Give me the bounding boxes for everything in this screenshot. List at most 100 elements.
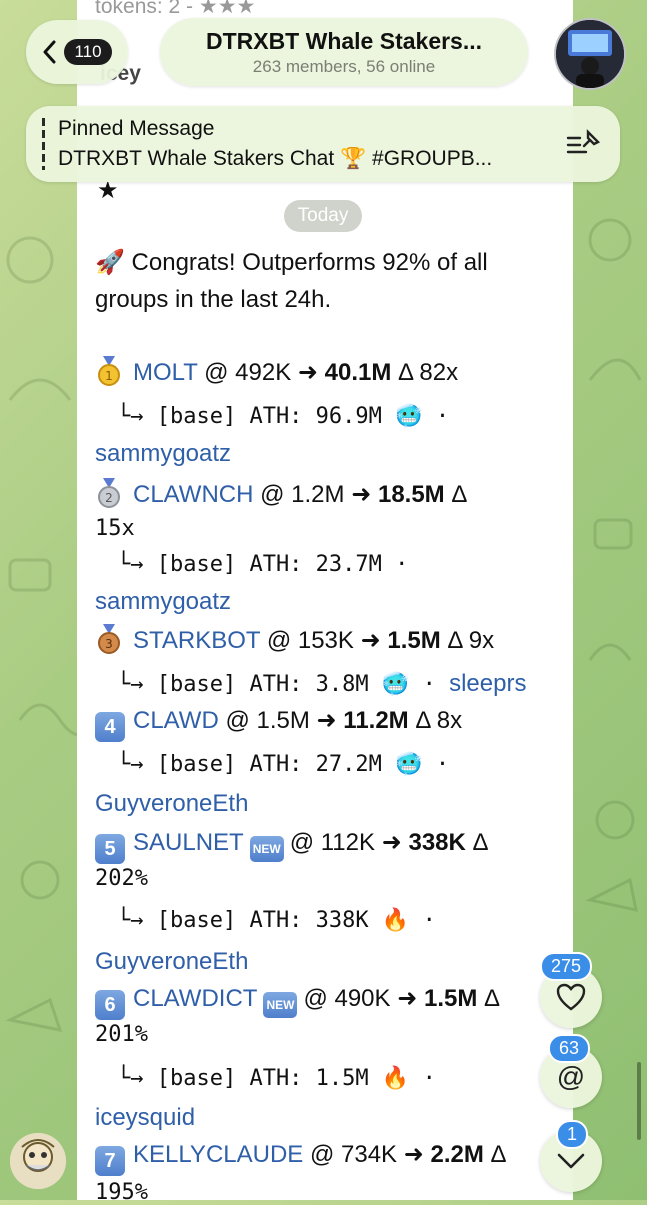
- keycap-6-icon: 6: [95, 990, 125, 1020]
- at-icon: @: [556, 1061, 586, 1092]
- pin-list-icon[interactable]: [566, 128, 602, 160]
- token-link-clawd[interactable]: CLAWD: [133, 707, 219, 734]
- date-chip: Today: [284, 200, 362, 232]
- keycap-5-icon: 5: [95, 834, 125, 864]
- arrow-icon: ➜: [397, 985, 418, 1012]
- entry-1-ath: └→ [base] ATH: 96.9M 🥶 ·: [117, 404, 449, 429]
- entry-2-ath: └→ [base] ATH: 23.7M ·: [117, 552, 408, 577]
- back-chevron-icon: [43, 40, 56, 64]
- group-avatar[interactable]: [554, 18, 626, 90]
- message-bubble: [77, 0, 573, 1200]
- entry-from: @ 734K: [309, 1141, 398, 1168]
- bronze-medal-icon: 3: [98, 624, 120, 654]
- entry-from: @ 1.2M: [260, 481, 345, 508]
- pinned-message-bar[interactable]: Pinned Message DTRXBT Whale Stakers Chat…: [26, 106, 620, 182]
- ath-text: └→ [base] ATH: 96.9M: [117, 404, 382, 429]
- separator-dot: ·: [422, 672, 436, 697]
- group-avatar-image: [556, 20, 624, 88]
- ath-text: └→ [base] ATH: 338K: [117, 908, 369, 933]
- entry-from: @ 153K: [266, 627, 354, 654]
- separator-dot: ·: [395, 552, 409, 577]
- token-link-kellyclaude[interactable]: KELLYCLAUDE: [133, 1141, 304, 1168]
- chat-title-button[interactable]: DTRXBT Whale Stakers... 263 members, 56 …: [160, 18, 528, 86]
- entry-6-delta-wrap: 201%: [95, 1022, 148, 1047]
- separator-dot: ·: [422, 908, 436, 933]
- ath-text: └→ [base] ATH: 1.5M: [117, 1066, 369, 1091]
- entry-4-ath: └→ [base] ATH: 27.2M 🥶 ·: [117, 752, 449, 777]
- user-link-sammygoatz-2[interactable]: sammygoatz: [95, 588, 232, 615]
- heart-icon: [556, 983, 586, 1011]
- user-link-iceysquid[interactable]: iceysquid: [95, 1104, 196, 1131]
- cold-face-emoji: 🥶: [395, 752, 423, 777]
- pinned-indicator: [42, 118, 45, 170]
- new-badge-icon: NEW: [249, 836, 284, 862]
- arrow-icon: ➜: [351, 481, 372, 508]
- entry-delta: Δ: [484, 985, 501, 1012]
- entry-delta: Δ 8x: [415, 707, 463, 734]
- arrow-icon: ➜: [381, 829, 402, 856]
- keycap-7-icon: 7: [95, 1146, 125, 1176]
- ath-text: └→ [base] ATH: 27.2M: [117, 752, 382, 777]
- user-link-sleeprs[interactable]: sleeprs: [449, 670, 527, 697]
- entry-1: 1 MOLT @ 492K ➜ 40.1M Δ 82x: [95, 356, 458, 387]
- fire-emoji: 🔥: [381, 1066, 410, 1091]
- arrow-icon: ➜: [297, 359, 318, 386]
- reactions-count-badge: 275: [540, 952, 593, 981]
- entry-to: 11.2M: [343, 707, 409, 734]
- token-link-molt[interactable]: MOLT: [133, 359, 198, 386]
- mentions-count-badge: 63: [548, 1034, 591, 1063]
- sender-avatar-image: [10, 1133, 66, 1189]
- new-badge-icon: NEW: [263, 992, 298, 1018]
- chat-header: 110 DTRXBT Whale Stakers... 263 members,…: [0, 0, 647, 182]
- entry-5: 5 SAULNET NEW @ 112K ➜ 338K Δ: [95, 828, 489, 864]
- entry-to: 2.2M: [430, 1141, 484, 1168]
- entry-to: 1.5M: [424, 985, 478, 1012]
- arrow-icon: ➜: [360, 627, 381, 654]
- intro-line-2: groups in the last 24h.: [95, 286, 332, 313]
- silver-medal-icon: 2: [98, 478, 120, 508]
- entry-from: @ 112K: [289, 829, 376, 856]
- scroll-down-count-badge: 1: [556, 1120, 589, 1149]
- entry-7: 7 KELLYCLAUDE @ 734K ➜ 2.2M Δ: [95, 1140, 507, 1176]
- scroll-indicator[interactable]: [637, 1062, 641, 1140]
- pinned-title: Pinned Message: [58, 117, 215, 140]
- svg-text:3: 3: [105, 637, 113, 651]
- cold-face-emoji: 🥶: [395, 404, 423, 429]
- entry-2: 2 CLAWNCH @ 1.2M ➜ 18.5M Δ: [95, 478, 467, 509]
- entry-to: 18.5M: [377, 481, 445, 508]
- token-link-saulnet[interactable]: SAULNET: [133, 829, 244, 856]
- entry-from: @ 492K: [204, 359, 292, 386]
- entry-3: 3 STARKBOT @ 153K ➜ 1.5M Δ 9x: [95, 624, 494, 655]
- chevron-down-icon: [557, 1153, 585, 1169]
- user-link-guyveroneeth[interactable]: GuyveroneEth: [95, 790, 249, 817]
- cold-face-emoji: 🥶: [381, 672, 410, 697]
- entry-3-ath: └→ [base] ATH: 3.8M 🥶 · sleeprs: [117, 670, 526, 698]
- entry-2-delta-wrap: 15x: [95, 516, 135, 541]
- entry-delta: Δ 9x: [447, 627, 495, 654]
- entry-6-ath: └→ [base] ATH: 1.5M 🔥 ·: [117, 1066, 436, 1091]
- sender-avatar[interactable]: [10, 1133, 66, 1189]
- entry-from: @ 1.5M: [225, 707, 310, 734]
- svg-text:2: 2: [105, 491, 113, 505]
- entry-delta: Δ: [490, 1141, 507, 1168]
- previous-message-star: ★: [97, 177, 119, 204]
- chat-subtitle: 263 members, 56 online: [252, 56, 436, 76]
- gold-medal-icon: 1: [98, 356, 120, 386]
- token-link-starkbot[interactable]: STARKBOT: [133, 627, 261, 654]
- token-link-clawnch[interactable]: CLAWNCH: [133, 481, 254, 508]
- back-button[interactable]: 110: [26, 20, 128, 84]
- token-link-clawdict[interactable]: CLAWDICT: [133, 985, 258, 1012]
- user-link-sammygoatz[interactable]: sammygoatz: [95, 440, 232, 467]
- fire-emoji: 🔥: [381, 908, 410, 933]
- entry-4: 4 CLAWD @ 1.5M ➜ 11.2M Δ 8x: [95, 706, 462, 742]
- pinned-text: DTRXBT Whale Stakers Chat 🏆 #GROUPB...: [58, 147, 493, 170]
- arrow-icon: ➜: [403, 1141, 424, 1168]
- user-link-guyveroneeth-2[interactable]: GuyveroneEth: [95, 948, 249, 975]
- entry-5-ath: └→ [base] ATH: 338K 🔥 ·: [117, 908, 436, 933]
- unread-count-badge: 110: [64, 39, 112, 65]
- separator-dot: ·: [422, 1066, 436, 1091]
- separator-dot: ·: [435, 752, 450, 777]
- entry-delta: Δ 82x: [398, 359, 459, 386]
- separator-dot: ·: [435, 404, 450, 429]
- entry-from: @ 490K: [303, 985, 391, 1012]
